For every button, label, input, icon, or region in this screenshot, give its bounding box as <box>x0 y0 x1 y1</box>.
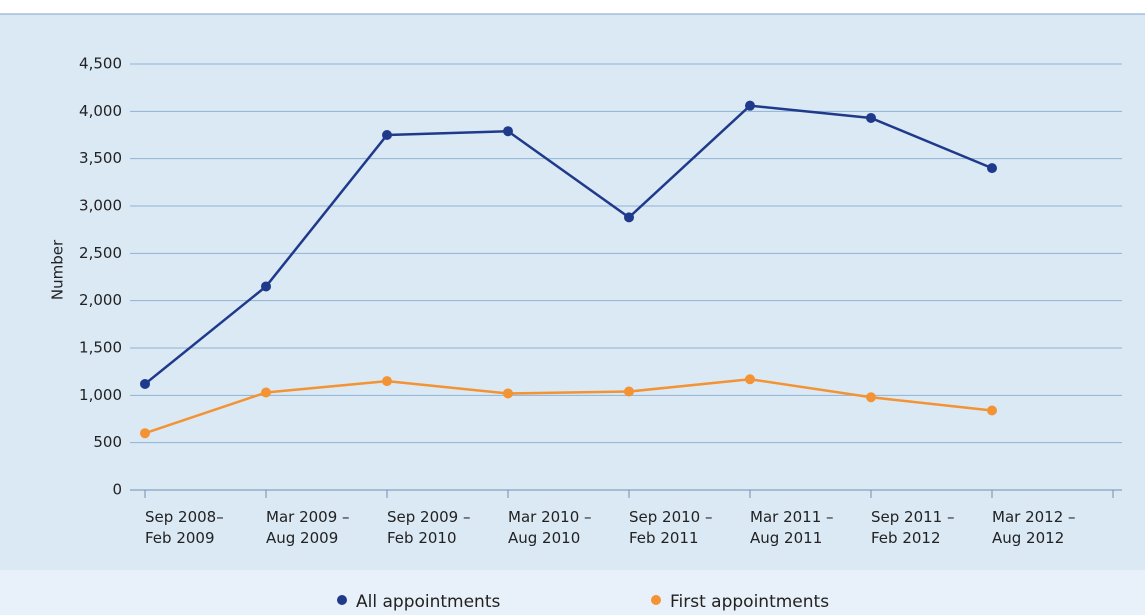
data-point <box>140 378 150 389</box>
data-point <box>866 392 876 403</box>
data-point <box>624 212 634 223</box>
x-tick-label: Mar 2009 – Aug 2009 <box>266 508 350 547</box>
y-tick-label: 500 <box>93 433 122 451</box>
y-tick-label: 4,500 <box>79 55 122 73</box>
x-tick-label: Sep 2008– Feb 2009 <box>145 508 224 547</box>
y-tick-label: 2,500 <box>79 244 122 262</box>
x-tick-label: Mar 2011 – Aug 2011 <box>750 508 834 547</box>
data-point <box>745 100 755 111</box>
data-point <box>987 405 997 416</box>
y-tick-label: 2,000 <box>79 291 122 309</box>
y-tick-label: 0 <box>112 481 122 499</box>
y-tick-label: 1,500 <box>79 339 122 357</box>
legend-label: First appointments <box>670 592 829 612</box>
data-point <box>866 112 876 123</box>
series-line <box>144 104 993 385</box>
x-tick-label: Mar 2012 – Aug 2012 <box>992 508 1076 547</box>
data-point <box>382 130 392 140</box>
y-tick-label: 4,000 <box>79 102 122 120</box>
data-point <box>624 386 634 397</box>
data-point <box>261 281 271 292</box>
data-point <box>503 126 513 137</box>
data-point <box>987 163 997 174</box>
y-tick-label: 1,000 <box>79 386 122 404</box>
data-point <box>140 428 150 439</box>
data-point <box>382 376 392 387</box>
series-line <box>144 377 993 435</box>
data-point <box>503 388 513 399</box>
y-tick-label: 3,500 <box>79 149 122 167</box>
y-tick-label: 3,000 <box>79 197 122 215</box>
x-tick-label: Mar 2010 – Aug 2010 <box>508 508 592 547</box>
legend-background <box>0 570 1145 615</box>
data-point <box>261 387 271 398</box>
legend-marker <box>337 595 347 605</box>
y-axis-label: Number <box>49 239 67 300</box>
legend-marker <box>651 595 661 605</box>
x-tick-label: Sep 2011 – Feb 2012 <box>871 508 954 547</box>
legend-label: All appointments <box>356 592 501 612</box>
data-point <box>745 374 755 385</box>
x-tick-label: Sep 2010 – Feb 2011 <box>629 508 712 547</box>
x-tick-label: Sep 2009 – Feb 2010 <box>387 508 470 547</box>
plot-background <box>0 14 1145 570</box>
